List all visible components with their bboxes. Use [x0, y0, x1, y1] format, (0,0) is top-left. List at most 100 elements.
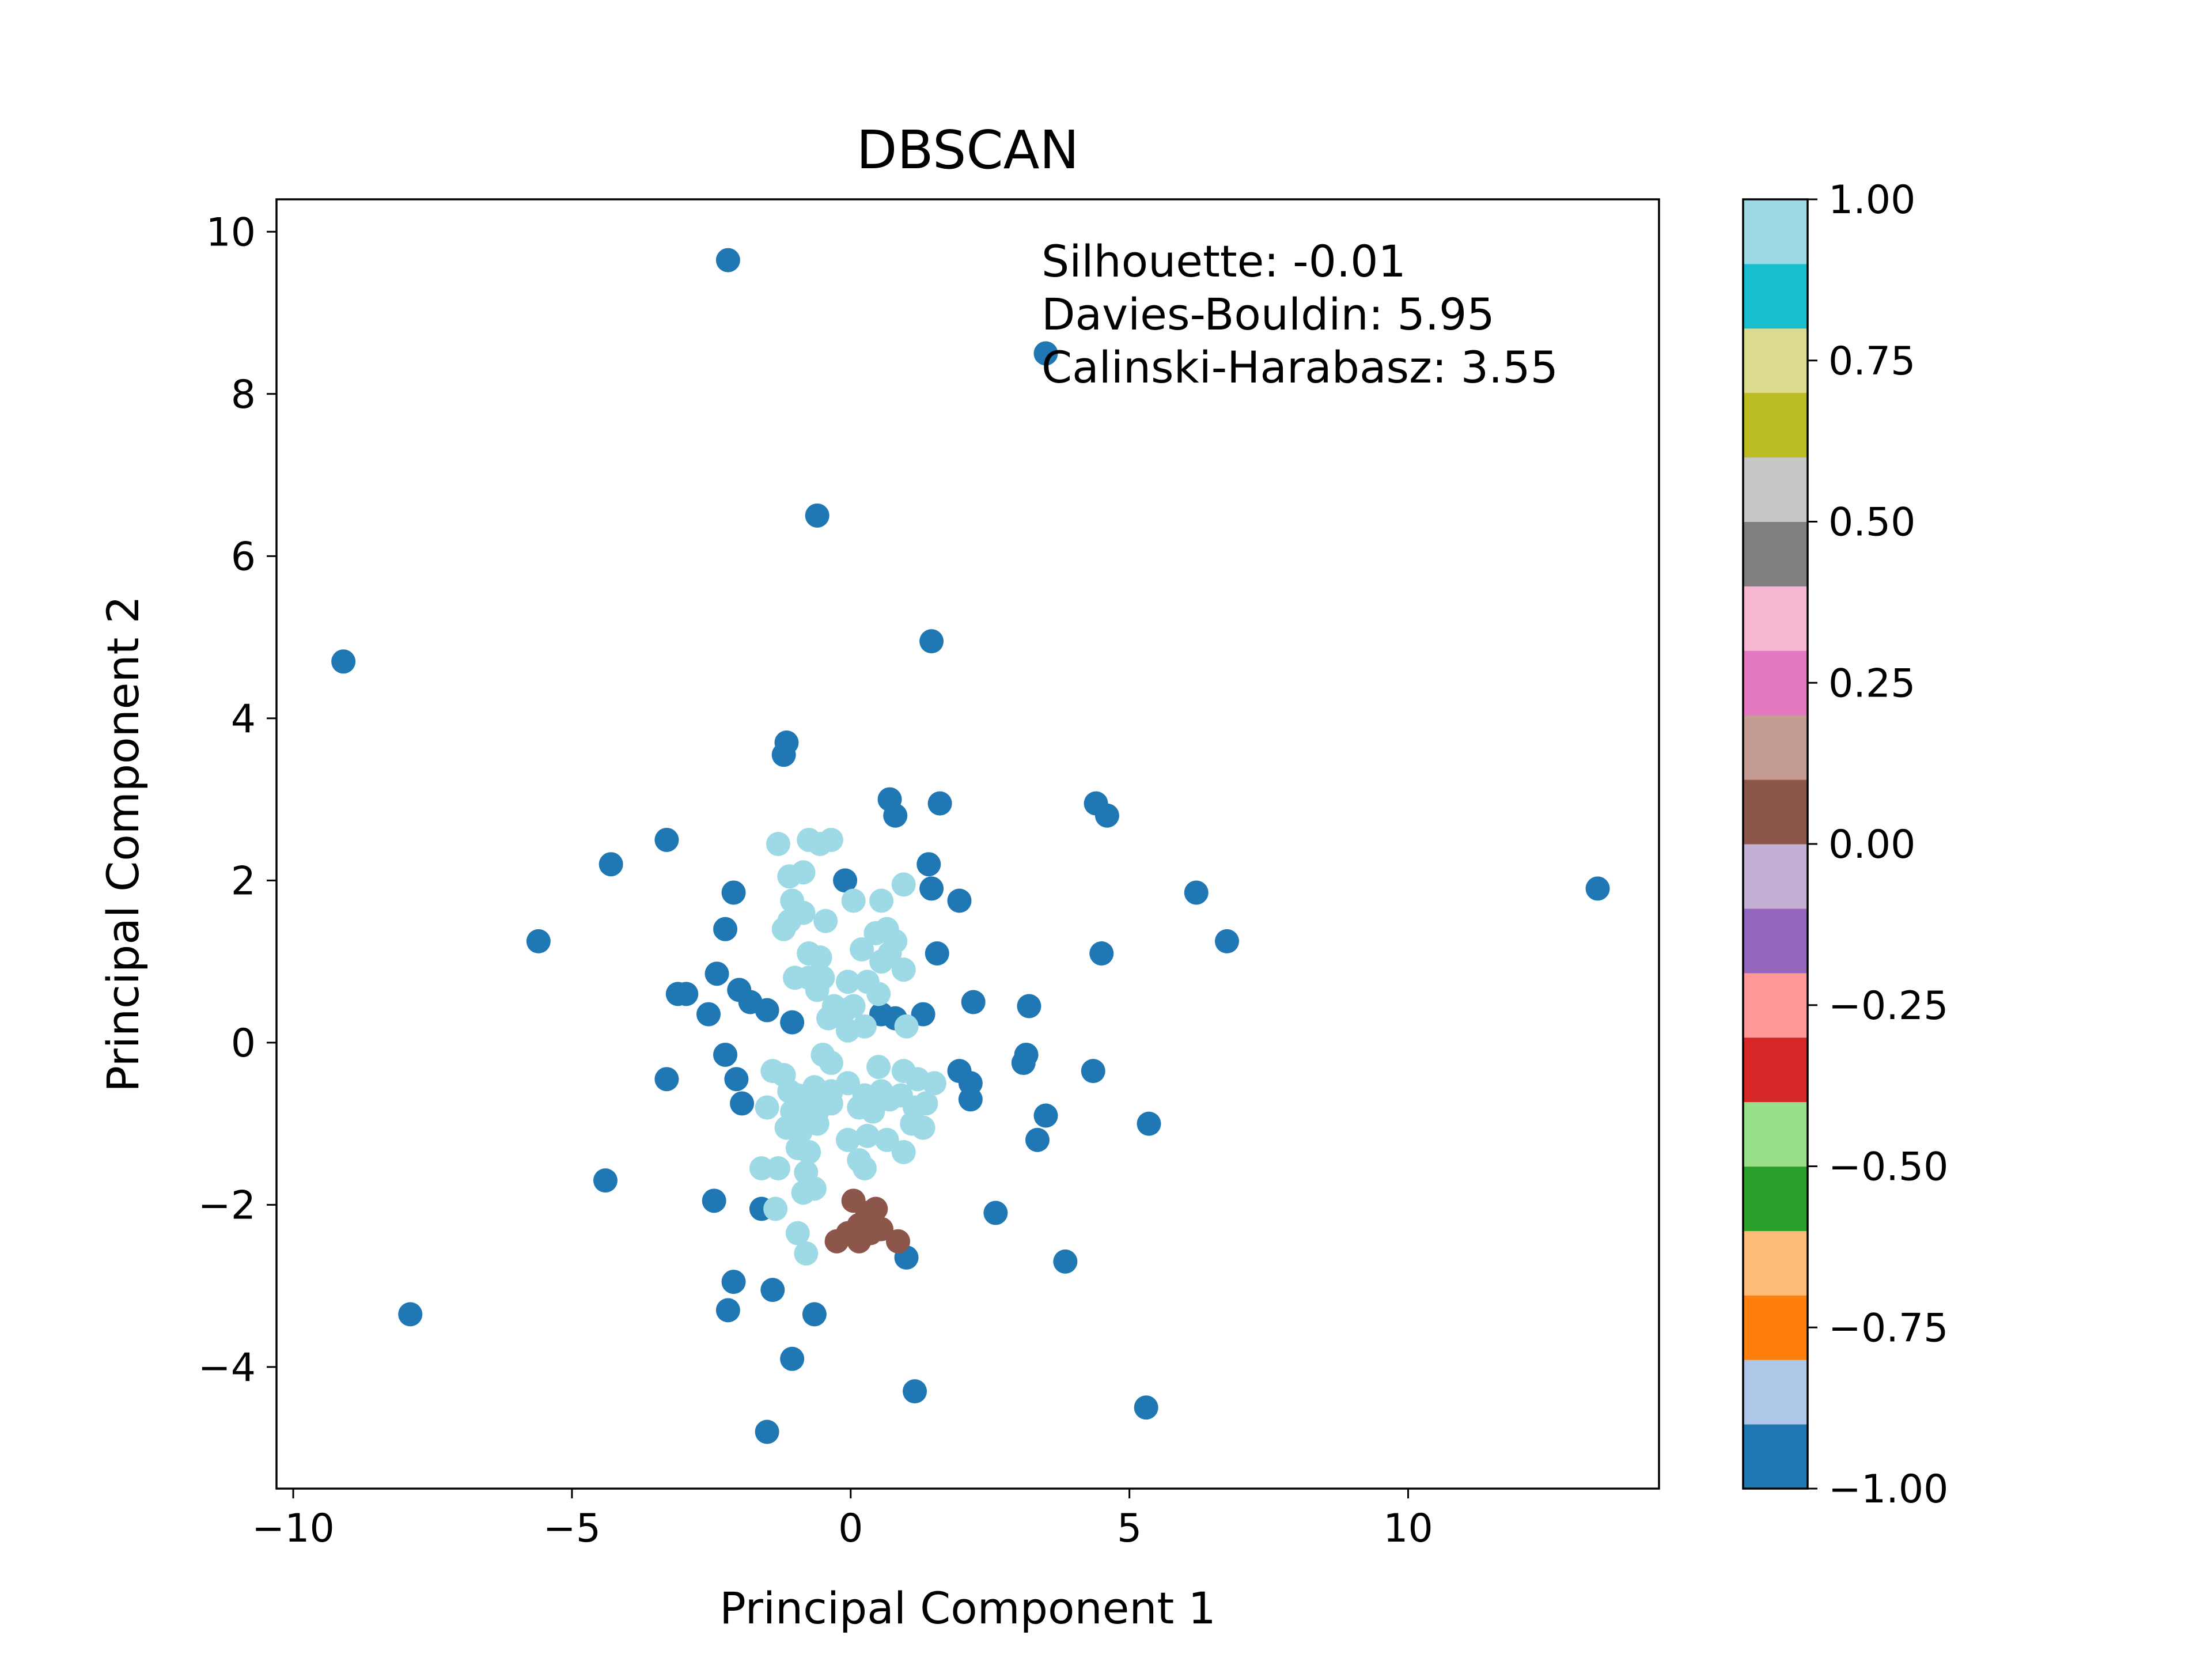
data-point [763, 1197, 788, 1221]
y-tick-label: −4 [198, 1345, 256, 1391]
colorbar: −1.00 −0.75 −0.50 −0.25 0.00 0.25 0.50 0.75 1.00 [1742, 177, 1948, 1512]
data-point [925, 941, 949, 966]
y-tick-label: −2 [198, 1183, 256, 1228]
data-point [1053, 1249, 1078, 1274]
x-tick-label: 10 [1383, 1506, 1433, 1551]
colorbar-swatch [1743, 1231, 1808, 1296]
data-point [847, 1229, 872, 1254]
data-point [780, 1346, 805, 1371]
data-point [961, 990, 986, 1014]
colorbar-tick-label: 0.00 [1828, 822, 1915, 868]
data-point [654, 827, 679, 852]
data-point [891, 1139, 916, 1164]
metrics-annotation: Silhouette: -0.01 Davies-Bouldin: 5.95 C… [1041, 236, 1558, 393]
data-point [755, 1419, 779, 1444]
data-point [861, 1099, 885, 1124]
data-point [766, 832, 790, 856]
data-point [755, 1095, 779, 1120]
data-point [866, 982, 891, 1006]
data-point [1033, 341, 1058, 366]
colorbar-swatch [1743, 457, 1808, 522]
colorbar-swatches [1743, 199, 1808, 1489]
data-point [715, 248, 740, 272]
data-point [919, 629, 944, 654]
data-point [780, 1010, 805, 1035]
data-point [841, 994, 866, 1019]
data-point [1134, 1395, 1158, 1420]
colorbar-tick-label: −0.50 [1828, 1145, 1948, 1190]
colorbar-swatch [1743, 263, 1808, 329]
data-point [914, 1091, 938, 1116]
data-point [805, 1111, 830, 1136]
data-point [911, 1002, 935, 1027]
data-point [813, 908, 838, 933]
data-point [599, 852, 623, 877]
colorbar-tick-label: 0.75 [1828, 339, 1915, 384]
data-point [791, 860, 816, 885]
x-tick-label: 0 [838, 1506, 863, 1551]
data-point [894, 1014, 919, 1039]
colorbar-swatch [1743, 779, 1808, 845]
data-point [755, 998, 779, 1023]
data-point [1033, 1103, 1058, 1128]
data-point [1137, 1111, 1161, 1136]
data-point [916, 852, 941, 877]
data-point [824, 1229, 849, 1254]
data-point [1081, 1059, 1105, 1084]
data-point [704, 961, 729, 986]
chart-title: DBSCAN [857, 119, 1080, 181]
data-point [919, 876, 944, 901]
x-tick-label: −10 [252, 1506, 335, 1551]
points-layer [331, 248, 1610, 1444]
colorbar-tick-label: −0.25 [1828, 983, 1948, 1029]
data-point [819, 1051, 843, 1076]
data-point [766, 1156, 790, 1181]
y-tick-label: 2 [231, 858, 256, 904]
data-point [713, 917, 738, 941]
data-point [696, 1002, 721, 1027]
colorbar-swatch [1743, 586, 1808, 651]
data-point [398, 1302, 423, 1327]
colorbar-swatch [1743, 199, 1808, 264]
colorbar-tick-label: −1.00 [1828, 1467, 1948, 1512]
colorbar-swatch [1743, 1424, 1808, 1489]
data-point [593, 1168, 618, 1193]
y-tick-label: 4 [231, 696, 256, 742]
colorbar-swatch [1743, 844, 1808, 909]
colorbar-swatch [1743, 650, 1808, 715]
data-point [802, 1176, 827, 1201]
data-point [903, 1379, 927, 1404]
data-point [841, 888, 866, 913]
data-point [760, 1278, 785, 1303]
axes-frame [275, 198, 1660, 1490]
x-axis-label: Principal Component 1 [719, 1583, 1216, 1634]
data-point [785, 1221, 810, 1245]
data-point [835, 1071, 860, 1096]
data-point [1094, 803, 1119, 828]
data-point [771, 917, 796, 941]
colorbar-swatch [1743, 1360, 1808, 1425]
data-point [833, 868, 858, 893]
data-point [702, 1188, 726, 1213]
data-point [869, 1217, 893, 1241]
davies-bouldin-text: Davies-Bouldin: 5.95 [1041, 289, 1495, 340]
data-point [891, 957, 916, 982]
colorbar-swatch [1743, 1166, 1808, 1231]
x-axis: −10 −5 0 5 10 [252, 1489, 1433, 1551]
data-point [331, 649, 356, 674]
data-point [794, 1241, 819, 1266]
data-point [863, 1197, 888, 1221]
colorbar-swatch [1743, 328, 1808, 393]
data-point [674, 982, 699, 1006]
data-point [891, 872, 916, 897]
data-point [805, 978, 830, 1002]
data-point [526, 929, 551, 953]
data-point [816, 1006, 841, 1031]
data-point [869, 888, 893, 913]
plot-area: −10 −5 0 5 10 −4 −2 0 2 4 6 8 10 [198, 198, 1660, 1551]
data-point [808, 945, 832, 970]
data-point [1215, 929, 1239, 953]
